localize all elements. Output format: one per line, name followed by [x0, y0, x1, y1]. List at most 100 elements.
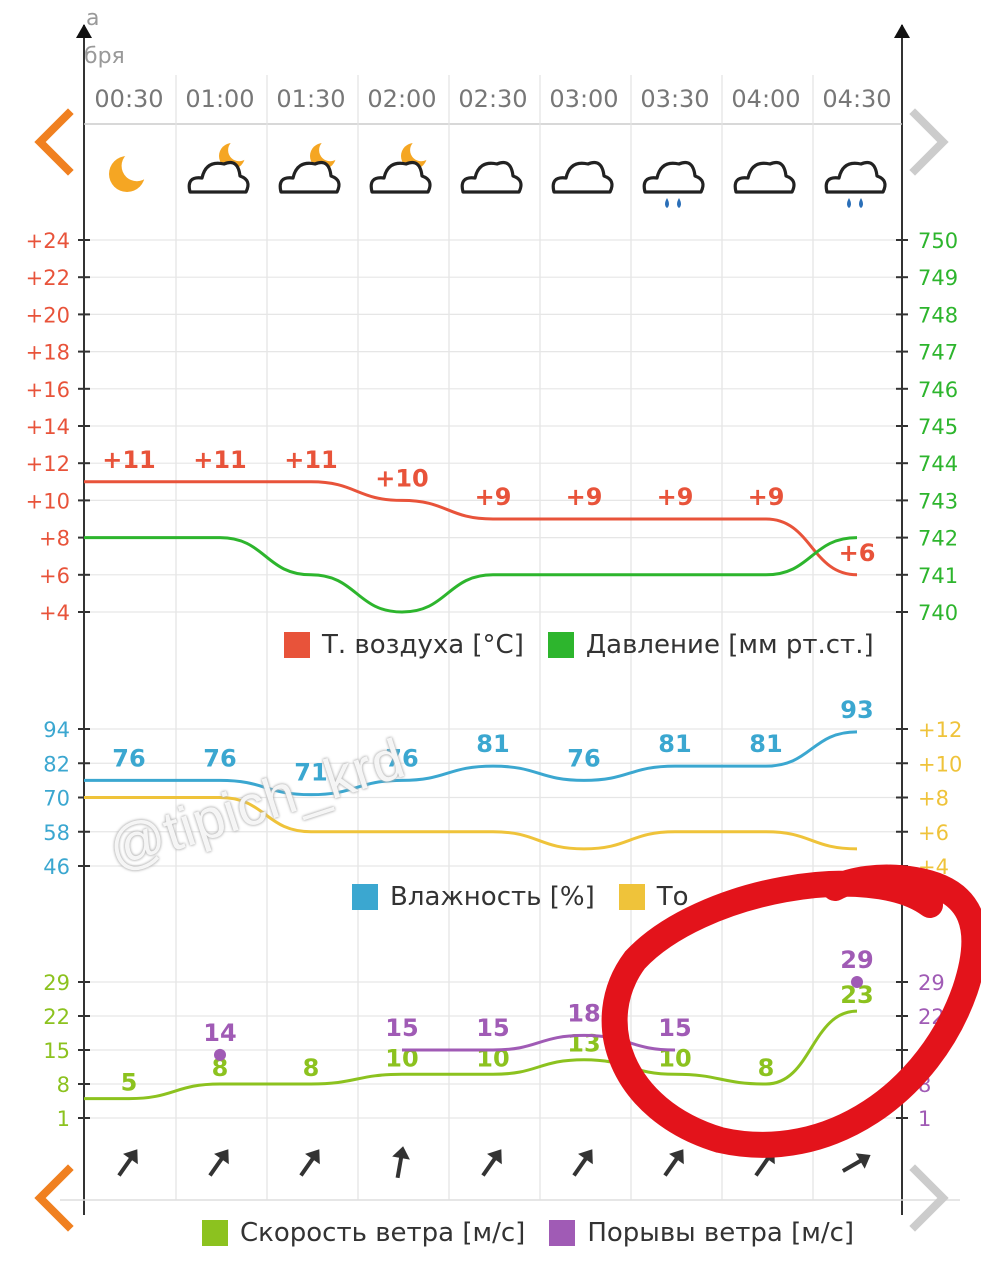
arrow-head: [669, 1149, 684, 1165]
right-tick-label: 750: [918, 229, 958, 253]
next-button-bottom[interactable]: [909, 1164, 949, 1232]
moon-cutout: [228, 139, 251, 162]
rain-drop: [677, 198, 681, 208]
prev-button-top[interactable]: [34, 108, 74, 176]
data-label-1-1: 14: [203, 1019, 236, 1047]
data-label-0-7: 81: [749, 730, 782, 758]
cloud-moon-icon: [187, 139, 251, 194]
legend-item-wind-speed: Скорость ветра [м/с]: [202, 1218, 525, 1248]
right-tick-label: 746: [918, 378, 958, 402]
time-label-4: 02:30: [458, 85, 527, 113]
data-label-0-6: 81: [658, 730, 691, 758]
prev-button-bottom[interactable]: [34, 1164, 74, 1232]
moon-cutout: [410, 139, 433, 162]
right-axis-arrowhead: [894, 24, 910, 38]
left-tick-label: +14: [26, 415, 70, 439]
chart-temperature-pressure: +24 +22 +20 +18 +16 +14 +12 +10 +8 +6 +4 750 749 748 7…: [26, 229, 958, 625]
cloud-shape: [187, 160, 250, 194]
legend-item-temperature: Т. воздуха [°С]: [284, 630, 524, 660]
left-tick-label: +24: [26, 229, 70, 253]
data-label-1-3: 15: [385, 1014, 418, 1042]
data-label-0-7: 8: [758, 1054, 775, 1082]
left-tick-label: +16: [26, 378, 70, 402]
cloud-shape: [369, 160, 432, 194]
left-tick-label: 70: [43, 787, 70, 811]
cloud-shape: [642, 160, 705, 194]
right-tick-label: 744: [918, 452, 958, 476]
right-tick-label: +12: [918, 718, 962, 742]
left-tick-label: 8: [57, 1073, 70, 1097]
data-label-1-6: 15: [658, 1014, 691, 1042]
wind-direction-arrow-icon: [663, 1149, 684, 1177]
right-tick-label: 741: [918, 564, 958, 588]
arrow-head: [487, 1149, 502, 1165]
right-tick-label: 740: [918, 601, 958, 625]
time-label-0: 00:30: [94, 85, 163, 113]
arrow-head: [214, 1149, 229, 1165]
right-tick-label: 747: [918, 341, 958, 365]
cloud-shape: [278, 160, 341, 194]
data-label-0-3: 10: [385, 1044, 418, 1072]
wind-direction-arrow-icon: [299, 1149, 320, 1177]
left-tick-label: +12: [26, 452, 70, 476]
series-line-1: [84, 536, 858, 614]
legend-item-dewpoint: То: [618, 882, 689, 912]
data-label-0-3: 76: [385, 744, 418, 772]
left-tick-label: 29: [43, 971, 70, 995]
moon-icon: [109, 150, 153, 192]
right-tick-label: 743: [918, 489, 958, 513]
data-label-0-1: 76: [203, 744, 236, 772]
month-fragment: бря: [84, 44, 125, 69]
time-label-3: 02:00: [367, 85, 436, 113]
data-label-0-4: +9: [475, 483, 512, 511]
time-label-5: 03:00: [549, 85, 618, 113]
legend-label-humidity: Влажность [%]: [390, 882, 595, 912]
data-label-0-5: 76: [567, 744, 600, 772]
cloud-icon: [733, 160, 796, 194]
right-tick-label: +6: [918, 821, 949, 845]
right-tick-label: 745: [918, 415, 958, 439]
legend-item-gusts: Порывы ветра [м/с]: [549, 1218, 854, 1248]
time-label-6: 03:30: [640, 85, 709, 113]
data-label-0-5: +9: [566, 483, 603, 511]
time-label-2: 01:30: [276, 85, 345, 113]
data-label-0-0: +11: [102, 446, 156, 474]
data-label-0-3: +10: [375, 464, 429, 492]
right-tick-label: 742: [918, 527, 958, 551]
cloud-rain-icon: [824, 160, 887, 208]
left-tick-label: 58: [43, 821, 70, 845]
left-tick-label: +4: [39, 601, 70, 625]
cloud-icon: [460, 160, 523, 194]
data-label-0-8: +6: [839, 539, 876, 567]
data-label-1-4: 15: [476, 1014, 509, 1042]
left-tick-label: 15: [43, 1039, 70, 1063]
time-label-7: 04:00: [731, 85, 800, 113]
left-tick-label: +6: [39, 564, 70, 588]
left-tick-label: 22: [43, 1005, 70, 1029]
arrow-head: [855, 1153, 871, 1169]
series-line-1: [402, 1033, 676, 1052]
data-label-0-2: +11: [284, 446, 338, 474]
legend-chart-3: Скорость ветра [м/с] Порывы ветра [м/с]: [202, 1218, 878, 1248]
left-tick-label: +22: [26, 266, 70, 290]
month-fragment-top: а: [86, 6, 100, 31]
legend-swatch-humidity: [352, 884, 378, 910]
arrow-head: [305, 1149, 320, 1165]
left-tick-label: +18: [26, 341, 70, 365]
data-label-0-0: 76: [112, 744, 145, 772]
legend-swatch-wind-speed: [202, 1220, 228, 1246]
next-button-top[interactable]: [909, 108, 949, 176]
data-label-1-8: 29: [840, 946, 873, 974]
data-label-0-4: 81: [476, 730, 509, 758]
legend-label-wind-speed: Скорость ветра [м/с]: [240, 1218, 526, 1248]
left-tick-label: +20: [26, 303, 70, 327]
legend-label-dewpoint: То: [656, 882, 689, 912]
cloud-moon-icon: [369, 139, 433, 194]
rain-drop: [665, 198, 669, 208]
right-tick-label: 749: [918, 266, 958, 290]
right-tick-label: 748: [918, 303, 958, 327]
cloud-shape: [824, 160, 887, 194]
wind-direction-arrow-icon: [481, 1149, 502, 1177]
gust-point: [851, 976, 863, 988]
wind-direction-arrow-icon: [117, 1149, 138, 1177]
